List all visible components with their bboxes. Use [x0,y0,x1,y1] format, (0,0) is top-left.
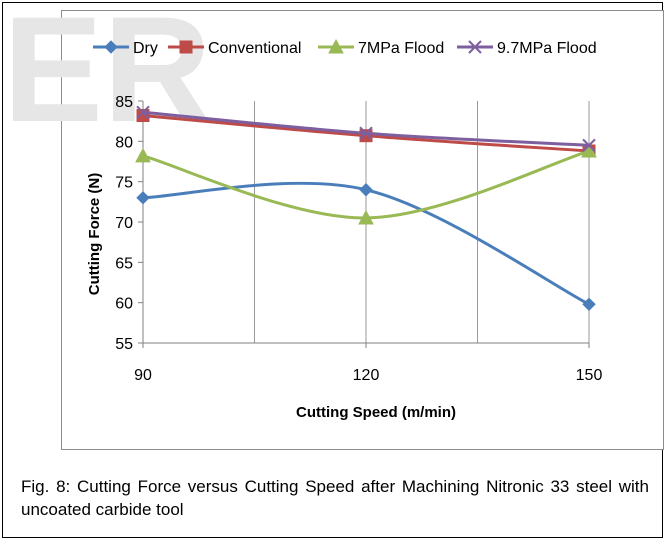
y-axis-label: Cutting Force (N) [86,173,103,295]
y-tick-label: 75 [115,175,133,192]
data-point-3 [582,138,596,153]
data-point-0 [582,297,596,311]
y-tick-label: 70 [115,215,133,232]
legend-swatch-marker [179,40,193,54]
legend-label: Conventional [208,40,301,57]
y-tick-label: 60 [115,296,133,313]
figure-caption: Fig. 8: Cutting Force versus Cutting Spe… [21,477,649,519]
legend-label: Dry [133,40,158,57]
x-tick-label: 90 [134,367,152,384]
y-tick-label: 65 [115,255,133,272]
data-point-0 [359,183,373,197]
legend-swatch-marker [468,40,482,54]
x-tick-label: 120 [353,367,380,384]
y-tick-label: 80 [115,134,133,151]
chart-svg: ER 55 60 65 70 75 80 85 90 120 150 Cutting Speed (… [3,3,603,421]
watermark-text: ER [3,3,211,153]
data-point-3 [359,126,373,140]
data-point-3 [136,105,150,120]
legend-label: 9.7MPa Flood [497,40,597,57]
legend-swatch-marker [104,40,118,54]
data-point-2 [135,147,151,163]
y-tick-label: 85 [115,94,133,111]
y-tick-label: 55 [115,336,133,353]
x-tick-label: 150 [576,367,603,384]
chart-area [61,10,664,450]
data-point-0 [136,191,150,205]
legend-swatch-marker [328,38,344,54]
data-point-2 [358,209,374,225]
x-axis-label: Cutting Speed (m/min) [296,404,456,421]
legend-label: 7MPa Flood [358,40,444,57]
data-point-2 [581,142,597,158]
